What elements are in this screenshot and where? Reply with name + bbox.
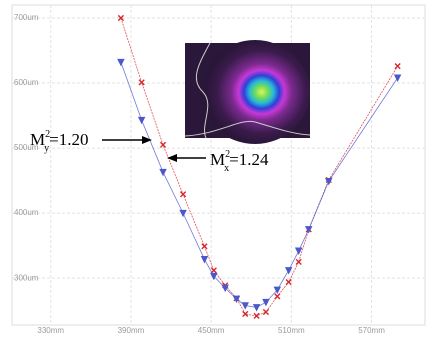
y-tick-label: 700um — [14, 13, 39, 22]
x-tick-label: 450mm — [198, 326, 225, 335]
y-tick-label: 600um — [14, 78, 39, 87]
y-tick-label: 400um — [14, 208, 39, 217]
y-tick-label: 300um — [14, 273, 39, 282]
beam-inset — [185, 40, 310, 144]
x-tick-label: 390mm — [118, 326, 145, 335]
annotation-base: M — [30, 130, 45, 149]
x-tick-label: 570mm — [358, 326, 385, 335]
x-tick-label: 330mm — [37, 326, 64, 335]
x-tick-label: 510mm — [278, 326, 305, 335]
annotation-base: M — [210, 150, 225, 169]
chart: 300um400um500um600um700um330mm390mm450mm… — [0, 0, 432, 337]
annotation-text: =1.20 — [49, 130, 88, 149]
annotation-text: =1.24 — [229, 150, 269, 169]
